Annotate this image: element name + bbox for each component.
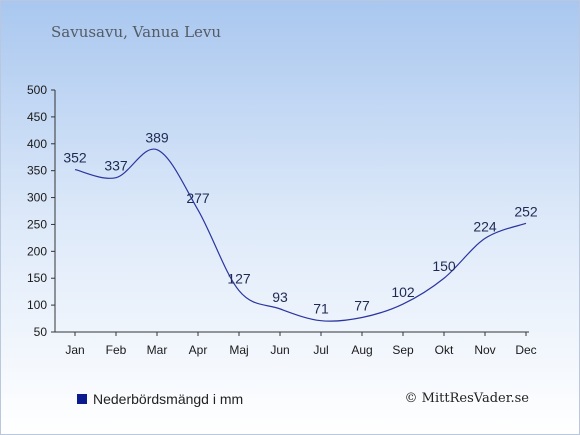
y-tick-label: 350 xyxy=(27,164,47,178)
x-tick-label: Jul xyxy=(313,343,328,357)
data-label: 102 xyxy=(391,284,415,300)
y-tick-label: 400 xyxy=(27,137,47,151)
axes: 50 100 150 200 250 300 350 400 450 500 Jan Feb Mar Ap… xyxy=(27,83,537,357)
x-tick-label: Apr xyxy=(189,343,208,357)
data-label: 93 xyxy=(272,289,288,305)
data-labels: 352 337 389 277 127 93 71 77 102 150 224 252 xyxy=(63,130,538,317)
data-label: 252 xyxy=(514,203,538,219)
x-tick-label: Nov xyxy=(474,343,495,357)
legend: Nederbördsmängd i mm xyxy=(77,391,243,407)
series-line xyxy=(74,148,527,322)
data-label: 352 xyxy=(63,150,87,166)
y-tick-label: 500 xyxy=(27,83,47,97)
x-tick-label: Aug xyxy=(351,343,372,357)
x-tick-label: Okt xyxy=(435,343,454,357)
x-tick-label: Mar xyxy=(147,343,168,357)
y-tick-label: 100 xyxy=(27,298,47,312)
y-tick-label: 200 xyxy=(27,244,47,258)
x-tick-label: Sep xyxy=(392,343,414,357)
legend-swatch xyxy=(77,394,87,404)
x-tick-label: Feb xyxy=(106,343,127,357)
legend-label: Nederbördsmängd i mm xyxy=(93,391,244,407)
data-label: 77 xyxy=(354,297,370,313)
x-tick-label: Jan xyxy=(65,343,84,357)
y-tick-label: 250 xyxy=(27,217,47,231)
data-label: 150 xyxy=(432,258,456,274)
x-tick-label: Dec xyxy=(515,343,536,357)
data-label: 127 xyxy=(227,271,251,287)
chart-title: Savusavu, Vanua Levu xyxy=(51,23,222,41)
data-label: 71 xyxy=(313,301,329,317)
data-label: 277 xyxy=(186,190,210,206)
y-tick-label: 150 xyxy=(27,271,47,285)
data-label: 224 xyxy=(473,218,497,234)
y-tick-label: 300 xyxy=(27,191,47,205)
x-tick-label: Maj xyxy=(229,343,248,357)
y-tick-label: 50 xyxy=(34,325,48,339)
data-label: 389 xyxy=(145,130,169,146)
x-tick-label: Jun xyxy=(270,343,289,357)
y-tick-label: 450 xyxy=(27,110,47,124)
credit-text: © MittResVader.se xyxy=(404,391,529,406)
series-group xyxy=(74,148,527,322)
data-label: 337 xyxy=(104,158,128,174)
